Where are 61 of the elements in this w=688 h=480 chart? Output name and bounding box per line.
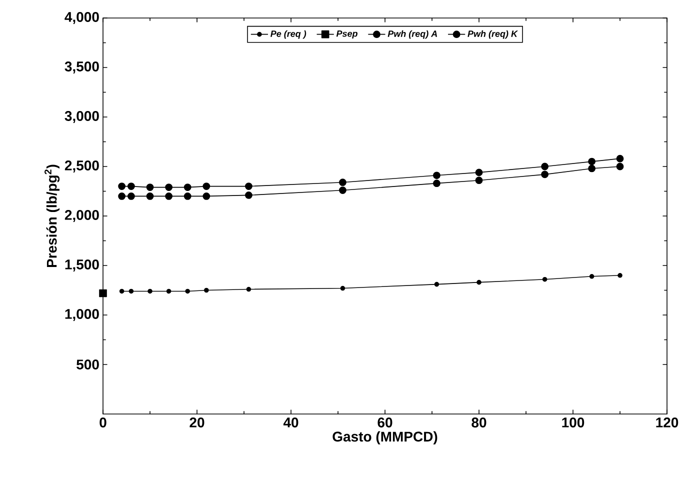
point bbox=[166, 288, 172, 294]
point bbox=[589, 274, 594, 279]
point bbox=[618, 273, 622, 278]
x-tick-label: 40 bbox=[283, 418, 298, 428]
y-tick-label: 1,000 bbox=[65, 309, 99, 321]
point bbox=[433, 172, 440, 180]
point bbox=[165, 184, 172, 191]
y-tick-label: 4,000 bbox=[64, 12, 99, 24]
point bbox=[146, 192, 154, 200]
point bbox=[118, 182, 126, 190]
y-tick-label: 3,500 bbox=[64, 62, 99, 74]
x-tick-label: 20 bbox=[190, 418, 204, 428]
point bbox=[128, 288, 134, 294]
point bbox=[542, 276, 548, 282]
point bbox=[245, 192, 252, 199]
y-tick-label: 2,000 bbox=[64, 210, 99, 222]
point bbox=[204, 288, 209, 293]
point bbox=[541, 162, 549, 170]
point bbox=[148, 288, 152, 294]
x-tick-label: 120 bbox=[656, 418, 678, 428]
point bbox=[185, 288, 190, 294]
point bbox=[128, 192, 135, 200]
point bbox=[339, 178, 346, 186]
point bbox=[184, 184, 192, 191]
point bbox=[246, 286, 252, 292]
point bbox=[119, 288, 124, 294]
point bbox=[475, 168, 483, 176]
x-tick-label: 0 bbox=[100, 418, 106, 428]
x-tick-label: 100 bbox=[562, 418, 584, 428]
point bbox=[146, 184, 154, 191]
point bbox=[128, 182, 135, 190]
point bbox=[475, 176, 483, 184]
y-tick-label: 500 bbox=[76, 360, 99, 370]
point bbox=[339, 186, 346, 194]
x-tick-label: 60 bbox=[378, 418, 392, 428]
point bbox=[99, 289, 107, 298]
point bbox=[588, 158, 596, 166]
point bbox=[245, 182, 252, 190]
point bbox=[616, 154, 624, 162]
point bbox=[202, 182, 210, 190]
x-tick-label: 80 bbox=[472, 418, 486, 428]
y-tick-label: 3,000 bbox=[64, 111, 99, 123]
point bbox=[202, 192, 210, 200]
legend-label: Psep bbox=[336, 30, 358, 39]
point bbox=[165, 192, 172, 200]
point bbox=[541, 170, 549, 178]
point bbox=[118, 192, 126, 200]
point bbox=[476, 280, 482, 285]
y-tick-label: 2,500 bbox=[64, 160, 99, 172]
point bbox=[616, 162, 624, 170]
legend-label: Pwh (req) K bbox=[468, 30, 518, 39]
point bbox=[434, 282, 440, 287]
y-axis-title: Presión (lb/pg$^{2}$) bbox=[44, 164, 60, 268]
point bbox=[588, 164, 596, 172]
point bbox=[433, 180, 440, 188]
point bbox=[340, 286, 346, 291]
x-axis-title: Gasto (MMPCD) bbox=[332, 431, 438, 444]
point bbox=[184, 192, 192, 200]
y-tick-label: 1,500 bbox=[65, 260, 99, 272]
legend-label: Pe (req ) bbox=[270, 30, 306, 39]
legend-label: Pwh (req) A bbox=[388, 30, 437, 39]
